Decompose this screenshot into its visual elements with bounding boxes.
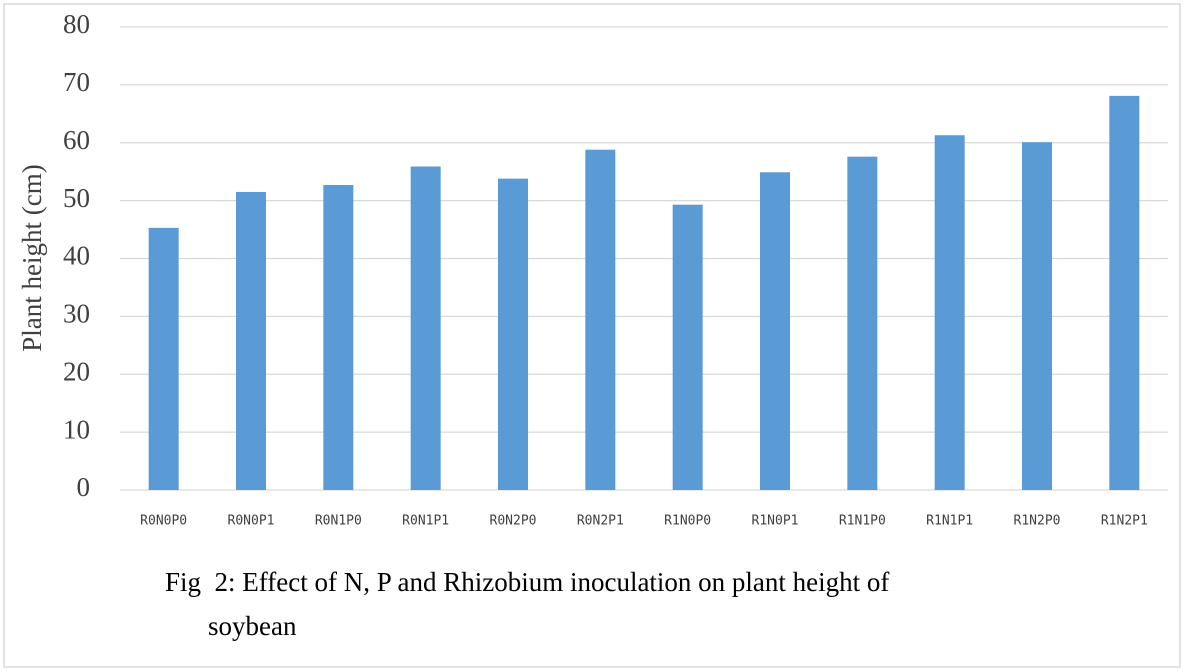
bar (1109, 95, 1140, 490)
x-tick-label: R0N0P0 (140, 514, 187, 529)
x-tick-label: R0N1P1 (402, 514, 449, 529)
x-tick-label: R1N1P1 (926, 514, 973, 529)
x-tick-label: R0N0P1 (228, 514, 275, 529)
y-tick-label: 40 (63, 241, 90, 271)
x-tick-label: R0N2P1 (577, 514, 624, 529)
bar (148, 227, 179, 491)
bar (672, 204, 703, 490)
bar (410, 166, 441, 490)
y-tick-label: 0 (77, 472, 91, 502)
y-tick-label: 50 (63, 183, 90, 213)
y-tick-label: 60 (63, 125, 90, 155)
x-tick-label: R1N2P0 (1014, 514, 1061, 529)
y-tick-label: 30 (63, 299, 90, 329)
bar (236, 191, 266, 490)
y-tick-label: 70 (63, 67, 90, 97)
bar (498, 178, 528, 490)
bar (760, 172, 790, 491)
x-tick-label: R0N2P0 (490, 514, 537, 529)
x-tick-label: R0N1P0 (315, 514, 362, 529)
chart-frame (3, 3, 1181, 668)
y-tick-label: 10 (63, 414, 90, 444)
x-tick-label: R1N1P0 (839, 514, 886, 529)
chart-title: Fig 2: Effect of N, P and Rhizobium inoc… (165, 567, 897, 641)
x-tick-label: R1N0P1 (752, 514, 799, 529)
y-axis-label: Plant height (cm) (17, 164, 47, 351)
bar (323, 184, 354, 490)
bar (847, 156, 878, 490)
bar (1022, 142, 1052, 490)
x-tick-label: R1N2P1 (1101, 514, 1148, 529)
bar (934, 135, 965, 490)
y-tick-label: 20 (63, 356, 90, 386)
y-tick-label: 80 (63, 9, 90, 39)
bar (585, 149, 616, 490)
x-tick-label: R1N0P0 (664, 514, 711, 529)
